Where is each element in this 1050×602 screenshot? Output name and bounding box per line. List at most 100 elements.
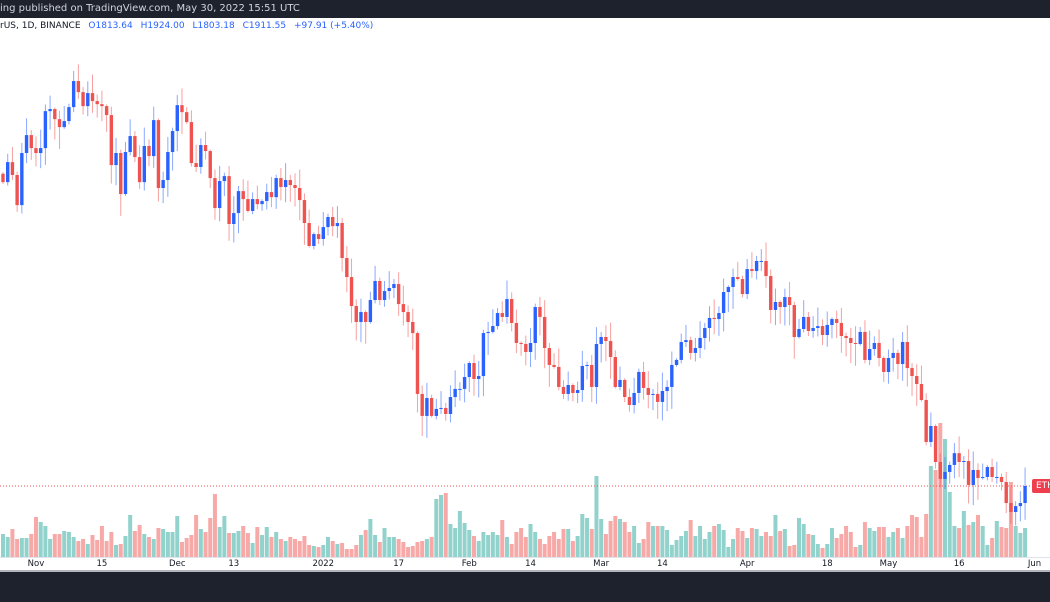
volume-bar (1004, 528, 1009, 557)
volume-bar (114, 545, 119, 557)
chart-legend: rUS, 1D, BINANCE O1813.64 H1924.00 L1803… (0, 21, 373, 31)
volume-bar (203, 532, 208, 557)
candle-body (71, 81, 76, 108)
volume-bar (877, 527, 882, 557)
volume-bar (71, 537, 76, 557)
candle-body (816, 326, 820, 329)
volume-bar (137, 525, 142, 557)
volume-bar (123, 536, 128, 557)
time-axis-tick: 16 (953, 559, 965, 569)
volume-bar (363, 530, 368, 557)
volume-bar (556, 539, 561, 557)
candle-body (236, 191, 241, 214)
volume-bar (57, 534, 62, 557)
candle-body (128, 136, 132, 153)
volume-bar (194, 515, 199, 557)
candle-body (481, 333, 486, 377)
volume-bar (189, 535, 194, 557)
volume-bar (457, 511, 462, 557)
candle-body (693, 348, 698, 353)
volume-bar (255, 527, 260, 557)
last-price-tag: ETH (1032, 479, 1050, 493)
volume-bar (721, 530, 726, 557)
candle-body (820, 326, 825, 336)
candle-body (792, 305, 796, 337)
candle-body (877, 342, 881, 358)
time-axis-tick: 14 (525, 559, 536, 569)
candle-body (557, 366, 561, 387)
candle-body (241, 191, 245, 200)
volume-bar (66, 532, 71, 557)
candle-body (703, 328, 707, 338)
volume-bar (966, 525, 971, 557)
candle-body (834, 319, 839, 323)
volume-bar (434, 499, 439, 557)
volume-bar (340, 543, 345, 557)
volume-bar (1018, 533, 1023, 557)
volume-bar (632, 526, 637, 557)
publish-banner: ing published on TradingView.com, May 30… (0, 0, 1050, 18)
time-axis-tick: Apr (739, 559, 755, 569)
candle-body (783, 297, 787, 308)
candle-body (406, 312, 410, 322)
volume-bar (184, 538, 189, 557)
candle-body (966, 461, 971, 485)
volume-bar (241, 526, 246, 557)
candle-body (180, 105, 184, 113)
candle-body (486, 331, 490, 334)
volume-bar (245, 533, 250, 557)
volume-bar (415, 542, 420, 557)
volume-bar (650, 526, 655, 557)
candle-body (585, 364, 589, 366)
volume-bar (161, 529, 166, 557)
volume-bar (142, 534, 147, 557)
volume-bar (947, 492, 952, 557)
candle-body (1023, 486, 1027, 504)
candle-body (764, 260, 768, 277)
candle-body (448, 397, 453, 414)
volume-bar (853, 547, 858, 557)
candlestick-chart[interactable] (0, 0, 1050, 557)
volume-bar (443, 493, 448, 557)
time-axis-tick: 13 (228, 559, 240, 569)
candle-body (900, 342, 905, 364)
candle-body (43, 111, 48, 149)
candles (1, 64, 1027, 526)
candle-body (326, 216, 330, 228)
candle-body (401, 304, 406, 313)
volume-bar (815, 544, 820, 557)
volume-bar (212, 494, 217, 557)
volume-bar (175, 516, 180, 557)
candle-body (439, 407, 443, 409)
candle-body (995, 476, 999, 478)
volume-bar (377, 542, 382, 557)
candle-body (81, 92, 85, 107)
candle-body (1004, 482, 1008, 504)
volume-bar (330, 541, 335, 557)
candle-body (331, 216, 335, 227)
volume-bar (420, 541, 425, 557)
volume-bar (283, 541, 288, 557)
volume-bar (759, 536, 764, 557)
volume-bar (128, 515, 133, 557)
volume-bar (575, 536, 580, 557)
volume-bar (297, 541, 302, 557)
candle-body (359, 312, 363, 322)
volume-bar (387, 537, 392, 557)
volume-bar (971, 522, 976, 557)
volume-bar (278, 539, 283, 557)
candle-body (943, 471, 947, 479)
ohlc-high: H1924.00 (140, 21, 185, 31)
candle-body (184, 112, 189, 123)
time-axis-tick: 14 (656, 559, 668, 569)
volume-bar (48, 539, 53, 557)
time-axis[interactable]: Nov 15 Dec 13 2022 17 Feb 14 Mar 14 Apr 18 May 16 Jun (0, 557, 1050, 571)
volume-bar (566, 529, 571, 557)
volume-bar (820, 548, 825, 557)
candle-body (142, 146, 146, 183)
candle-body (655, 393, 660, 402)
candle-body (137, 157, 142, 183)
volume-bar (179, 542, 184, 557)
volume-bar (382, 528, 387, 557)
candle-body (731, 277, 735, 287)
